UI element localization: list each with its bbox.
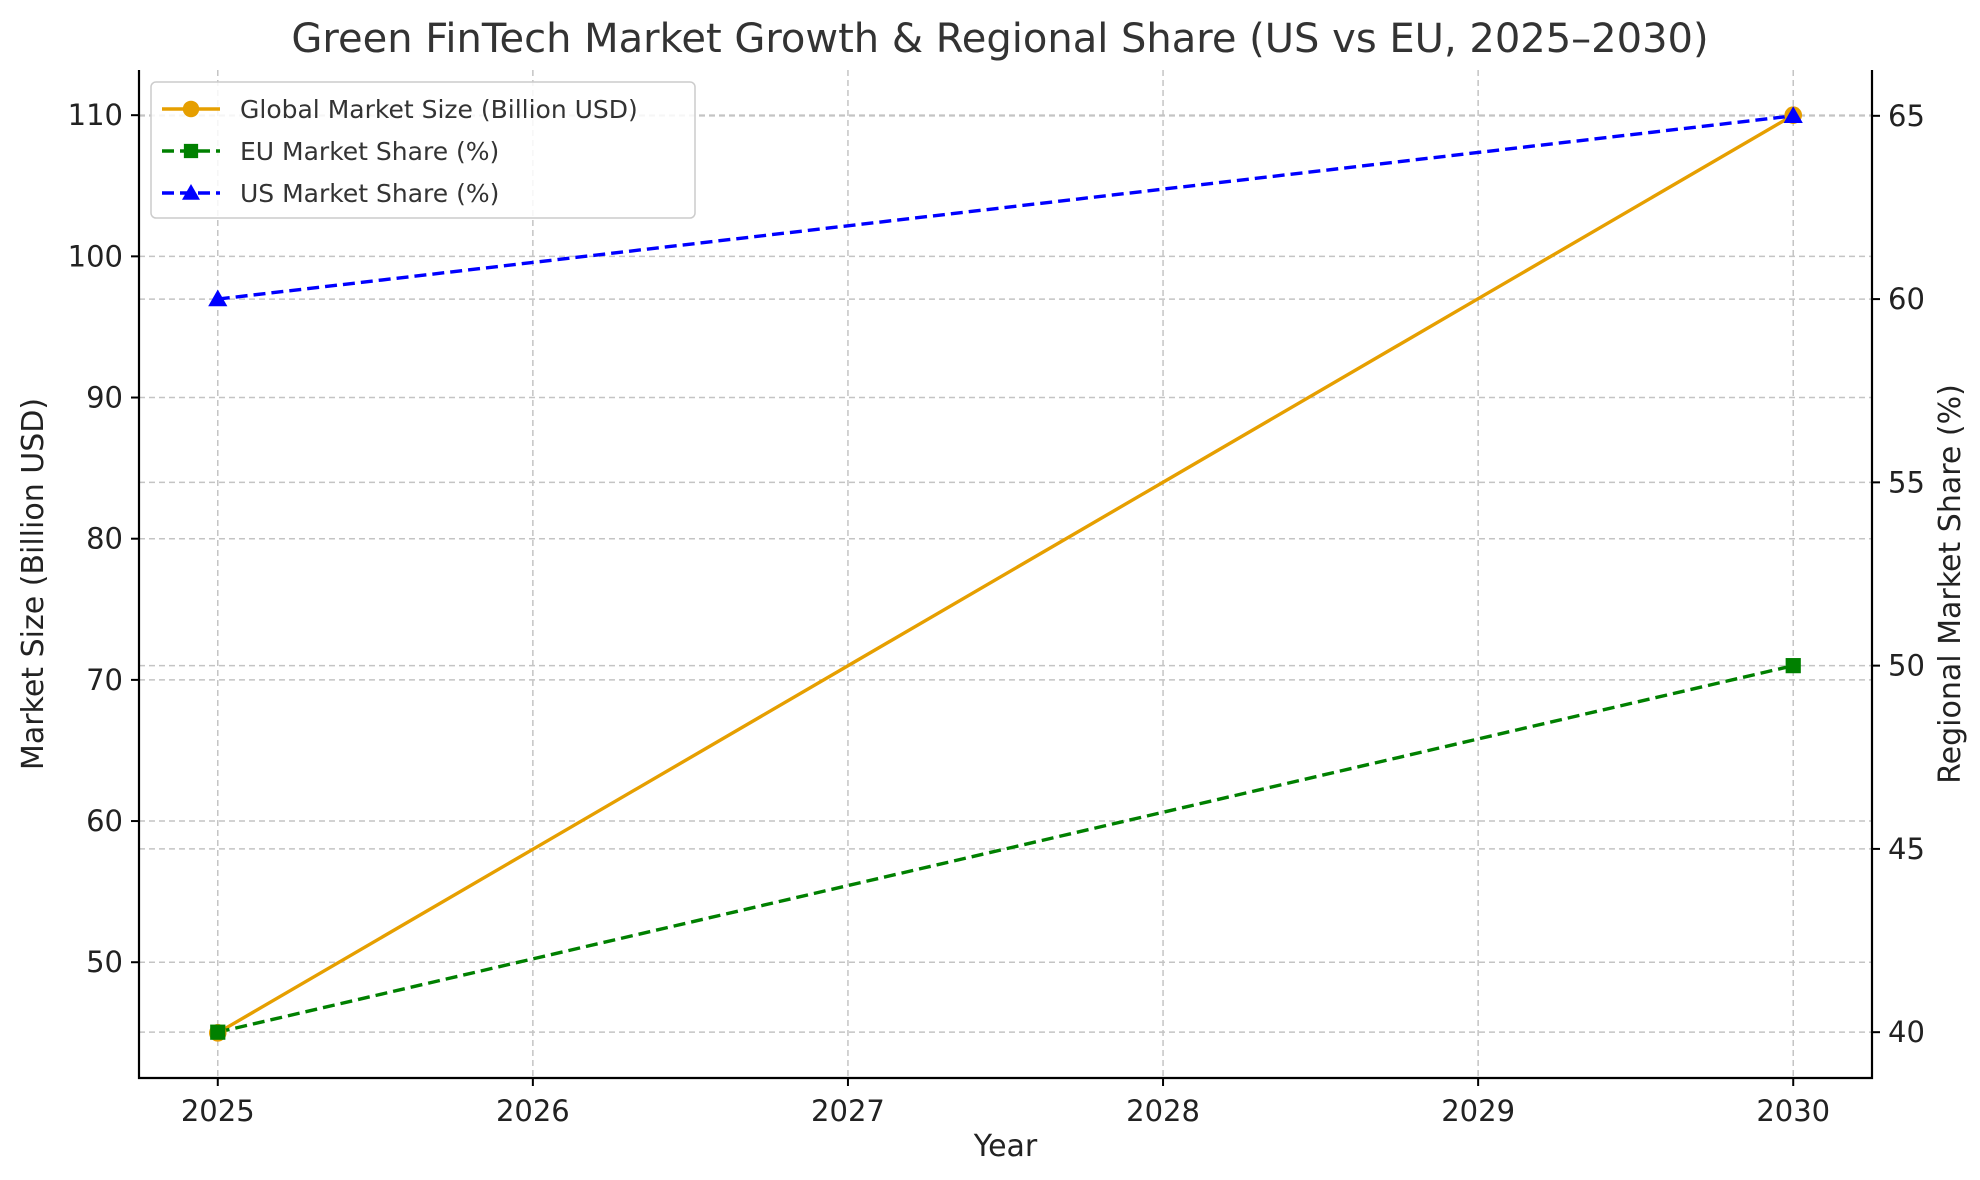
y2-tick-label: 60 bbox=[1888, 282, 1925, 316]
plot-spines bbox=[137, 70, 1874, 1080]
x-tick-label: 2030 bbox=[1756, 1094, 1830, 1128]
y-axis-ticks: 50 60 70 80 90 100 110 bbox=[68, 98, 139, 979]
series-3-marker bbox=[1783, 106, 1803, 124]
y2-tick-label: 55 bbox=[1888, 465, 1925, 499]
x-axis-ticks: 2025 2026 2027 2028 2029 2030 bbox=[181, 1078, 1830, 1128]
series-2-marker bbox=[210, 1024, 226, 1040]
y2-axis-label: Regional Market Share (%) bbox=[1933, 384, 1968, 784]
legend-item: Global Market Size (Billion USD) bbox=[162, 95, 638, 124]
legend-item: EU Market Share (%) bbox=[162, 137, 499, 166]
y-tick-label: 80 bbox=[86, 522, 123, 556]
y-tick-label: 90 bbox=[86, 381, 123, 415]
legend-label: EU Market Share (%) bbox=[240, 137, 499, 166]
y2-tick-label: 50 bbox=[1888, 649, 1925, 683]
y2-axis-ticks: 40 45 50 55 60 65 bbox=[1872, 99, 1925, 1049]
y-axis-label: Market Size (Billion USD) bbox=[16, 398, 51, 770]
legend-marker bbox=[182, 100, 200, 118]
x-tick-label: 2028 bbox=[1126, 1094, 1200, 1128]
x-tick-label: 2029 bbox=[1441, 1094, 1515, 1128]
y2-tick-label: 40 bbox=[1888, 1015, 1925, 1049]
y2-tick-label: 45 bbox=[1888, 832, 1925, 866]
y-tick-label: 100 bbox=[68, 239, 123, 273]
chart-title: Green FinTech Market Growth & Regional S… bbox=[291, 16, 1708, 62]
series-2-marker bbox=[1785, 658, 1801, 674]
legend: Global Market Size (Billion USD) EU Marke… bbox=[150, 81, 696, 219]
axes bbox=[137, 70, 1874, 1080]
x-tick-label: 2027 bbox=[811, 1094, 885, 1128]
marker-layer bbox=[208, 106, 1803, 1042]
legend-item: US Market Share (%) bbox=[162, 179, 499, 208]
legend-frame bbox=[150, 81, 696, 219]
x-axis-label: Year bbox=[973, 1129, 1038, 1164]
y-tick-label: 50 bbox=[86, 945, 123, 979]
legend-label: Global Market Size (Billion USD) bbox=[240, 95, 638, 124]
legend-label: US Market Share (%) bbox=[240, 179, 499, 208]
series-3-marker bbox=[208, 289, 228, 307]
legend-marker bbox=[183, 143, 199, 159]
y-tick-label: 110 bbox=[68, 98, 123, 132]
y-tick-label: 60 bbox=[86, 804, 123, 838]
legend-items: Global Market Size (Billion USD) EU Marke… bbox=[162, 95, 638, 208]
y2-tick-label: 65 bbox=[1888, 99, 1925, 133]
series-layer bbox=[216, 113, 1795, 1035]
x-tick-label: 2025 bbox=[181, 1094, 255, 1128]
legend-marker bbox=[182, 184, 200, 200]
grid-layer bbox=[139, 70, 1872, 1078]
series-line-3 bbox=[217, 114, 1794, 301]
x-tick-label: 2026 bbox=[496, 1094, 570, 1128]
series-line-1 bbox=[216, 113, 1795, 1035]
y-tick-label: 70 bbox=[86, 663, 123, 697]
